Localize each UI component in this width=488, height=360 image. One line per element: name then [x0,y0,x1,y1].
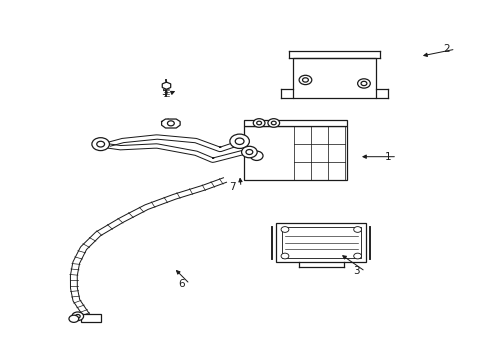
Circle shape [271,121,276,125]
Circle shape [267,119,279,127]
Bar [282,227,360,258]
Bar [244,126,346,180]
Circle shape [353,226,361,232]
Circle shape [69,315,79,322]
Circle shape [97,141,104,147]
Text: 3: 3 [353,266,359,276]
Text: 6: 6 [178,279,184,289]
Circle shape [256,121,261,125]
Circle shape [245,149,252,154]
Text: 2: 2 [443,44,449,54]
Polygon shape [161,119,180,128]
Circle shape [167,121,174,126]
Circle shape [250,151,263,161]
Text: 1: 1 [384,152,391,162]
Circle shape [357,79,369,88]
Bar [293,58,375,98]
Circle shape [75,315,80,318]
Circle shape [302,78,308,82]
Circle shape [360,81,366,86]
Text: 4: 4 [163,118,169,128]
Circle shape [253,119,264,127]
Circle shape [92,138,109,150]
Text: 5: 5 [161,87,167,97]
Polygon shape [162,82,170,89]
Bar [276,223,366,262]
Circle shape [299,75,311,85]
Bar [244,120,346,126]
Circle shape [281,226,288,232]
Circle shape [229,134,249,148]
Circle shape [281,253,288,259]
Circle shape [72,312,83,320]
Bar [81,314,101,321]
Text: 7: 7 [228,182,235,192]
Circle shape [353,253,361,259]
Circle shape [235,138,244,144]
Circle shape [241,146,257,158]
